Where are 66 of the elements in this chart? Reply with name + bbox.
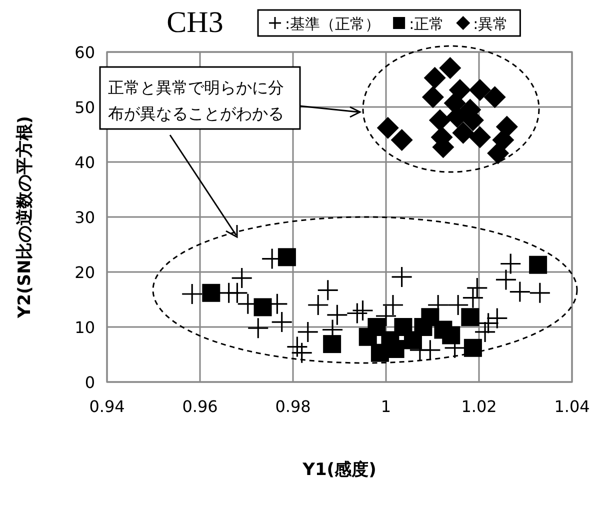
- point: [286, 336, 308, 358]
- x-tick-label: 1.04: [554, 397, 590, 416]
- point: [218, 282, 240, 304]
- point: [500, 252, 522, 275]
- point: [486, 307, 508, 329]
- point: [529, 282, 551, 304]
- legend-label: :異常: [473, 15, 508, 33]
- y-tick-label: 40: [74, 153, 95, 172]
- point: [468, 78, 491, 101]
- x-axis-title: Y1(感度): [302, 460, 376, 480]
- point: [297, 321, 319, 343]
- point: [452, 122, 474, 144]
- y-tick-label: 20: [74, 263, 95, 282]
- point: [428, 109, 451, 132]
- point: [461, 308, 480, 326]
- point: [278, 248, 296, 266]
- point: [181, 283, 203, 305]
- point: [352, 300, 374, 322]
- point: [368, 318, 386, 336]
- point: [376, 116, 399, 139]
- x-tick-label: 1: [380, 397, 392, 416]
- point: [447, 294, 469, 316]
- point: [466, 277, 488, 299]
- point: [468, 126, 491, 148]
- point: [326, 304, 348, 326]
- point: [382, 294, 404, 316]
- y-tick-label: 0: [84, 373, 95, 392]
- point: [346, 302, 368, 324]
- point: [202, 284, 220, 302]
- y-tick-label: 30: [74, 208, 95, 227]
- x-tick-label: 0.98: [275, 397, 311, 416]
- point: [390, 129, 413, 151]
- point: [424, 66, 446, 89]
- point: [495, 268, 517, 290]
- legend-label: :基準（正常）: [285, 15, 380, 33]
- point: [271, 311, 293, 333]
- y-tick-label: 60: [74, 43, 95, 62]
- legend-label: :正常: [409, 15, 444, 33]
- point: [317, 279, 339, 301]
- annotation: 正常と異常で明らかに分布が異なることがわかる: [108, 78, 284, 123]
- point: [487, 142, 510, 164]
- y-tick-label: 50: [74, 98, 95, 117]
- point: [307, 294, 329, 316]
- x-tick-label: 1.02: [461, 397, 497, 416]
- point: [478, 312, 500, 334]
- point: [474, 321, 496, 343]
- x-tick-label: 0.94: [89, 397, 125, 416]
- point: [464, 338, 482, 357]
- point: [391, 266, 413, 288]
- point: [439, 56, 462, 79]
- point: [247, 317, 269, 339]
- point: [484, 86, 506, 108]
- point: [291, 342, 313, 364]
- point: [375, 305, 397, 327]
- point: [414, 318, 432, 336]
- y-axis-title: Y2(SN比の逆数の平方根): [15, 116, 35, 320]
- chart-title: CH3: [166, 6, 224, 39]
- point: [509, 281, 531, 303]
- y-tick-label: 10: [74, 318, 95, 337]
- point: [462, 287, 484, 309]
- point: [323, 335, 342, 354]
- point: [529, 256, 548, 274]
- point: [231, 267, 253, 289]
- point: [422, 86, 444, 108]
- point: [254, 298, 272, 316]
- x-tick-label: 0.96: [182, 397, 218, 416]
